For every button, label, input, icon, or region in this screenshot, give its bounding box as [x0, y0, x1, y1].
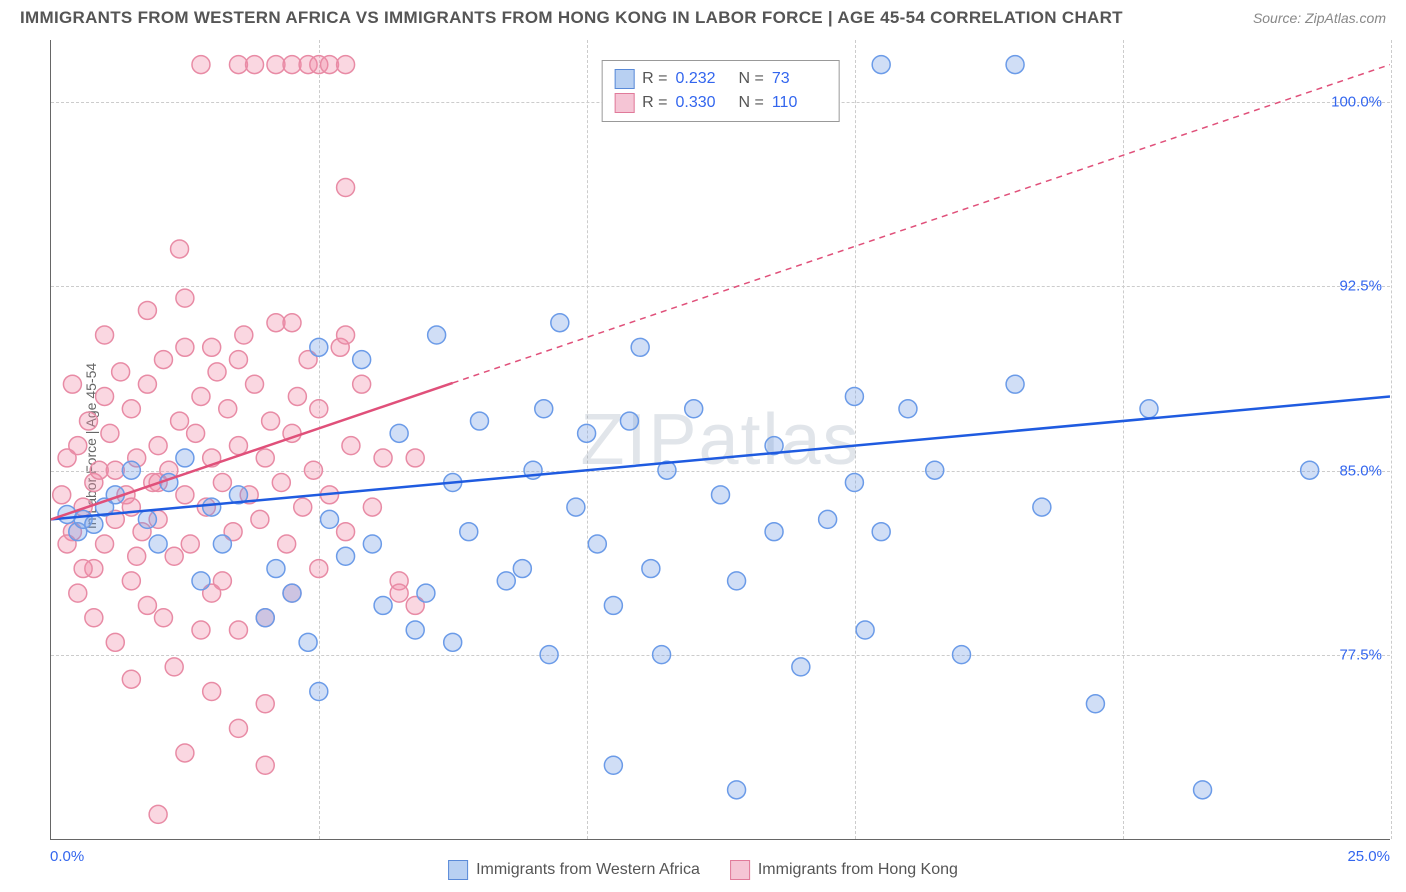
legend-swatch-series-b	[614, 93, 634, 113]
legend-n-label-a: N =	[739, 70, 764, 88]
legend-item-series-a: Immigrants from Western Africa	[448, 860, 700, 880]
legend-n-value-a: 73	[772, 70, 827, 88]
source-attribution: Source: ZipAtlas.com	[1253, 10, 1386, 26]
legend-bottom-swatch-a	[448, 860, 468, 880]
legend-n-value-b: 110	[772, 94, 827, 112]
legend-series-box: Immigrants from Western Africa Immigrant…	[448, 860, 958, 880]
legend-r-value-b: 0.330	[676, 94, 731, 112]
chart-area: ZIPatlas R = 0.232 N = 73 R = 0.330 N = …	[50, 40, 1390, 840]
chart-title: IMMIGRANTS FROM WESTERN AFRICA VS IMMIGR…	[20, 8, 1123, 28]
legend-r-label-b: R =	[642, 94, 667, 112]
legend-row-series-a: R = 0.232 N = 73	[614, 67, 827, 91]
plot-svg	[51, 40, 1390, 839]
legend-correlation-box: R = 0.232 N = 73 R = 0.330 N = 110	[601, 60, 840, 122]
title-bar: IMMIGRANTS FROM WESTERN AFRICA VS IMMIGR…	[0, 0, 1406, 32]
legend-swatch-series-a	[614, 69, 634, 89]
legend-n-label-b: N =	[739, 94, 764, 112]
legend-bottom-label-a: Immigrants from Western Africa	[476, 861, 700, 879]
legend-row-series-b: R = 0.330 N = 110	[614, 91, 827, 115]
legend-r-value-a: 0.232	[676, 70, 731, 88]
legend-bottom-label-b: Immigrants from Hong Kong	[758, 861, 958, 879]
x-tick-label: 0.0%	[50, 848, 84, 887]
x-tick-label: 25.0%	[1347, 848, 1390, 887]
legend-item-series-b: Immigrants from Hong Kong	[730, 860, 958, 880]
legend-bottom-swatch-b	[730, 860, 750, 880]
legend-r-label-a: R =	[642, 70, 667, 88]
